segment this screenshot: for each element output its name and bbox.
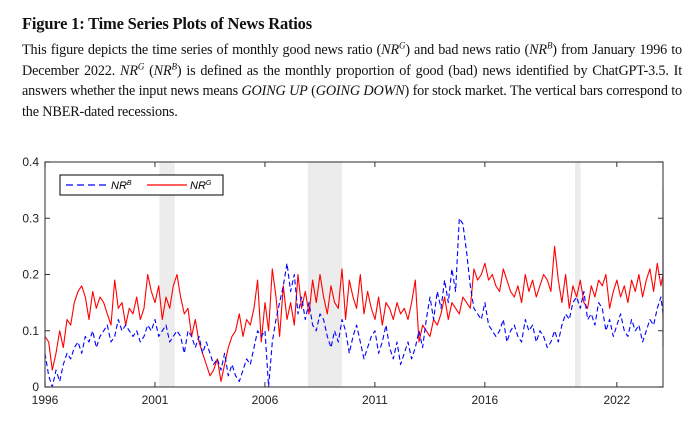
x-tick-label: 2016 [472,393,499,407]
nrg-symbol: NRG [381,40,406,58]
series-line-nrg [44,189,664,382]
x-tick-label: 2006 [252,393,279,407]
x-tick-label: 2011 [362,393,388,407]
y-tick-label: 0.4 [22,155,39,169]
axes: 1996 2001 2006 2011 2016 2022 0 0.1 0.2 0.3 0.4 [22,155,664,407]
news-ratio-chart: 1996 2001 2006 2011 2016 2022 0 0.1 0.2 0.3 0.4 NR… [22,155,664,407]
recession-bar-1 [159,162,175,387]
legend-label-nrg: NRG [190,180,212,192]
y-tick-label: 0 [32,380,39,394]
nrb-symbol: NRB [529,40,553,58]
legend-box [59,174,224,196]
nrg-symbol: NRG [120,60,145,79]
nrb-symbol: NRB [153,60,177,79]
figure-caption: Figure 1: Time Series Plots of News Rati… [22,14,682,122]
legend: NRB NRG [59,174,224,196]
recession-bar-2 [307,162,342,387]
recession-bars [159,162,581,387]
recession-bar-3 [575,162,581,387]
y-tick-label: 0.3 [22,211,39,225]
y-tick-label: 0.2 [22,268,39,282]
y-tick-label: 0.1 [22,324,39,338]
x-tick-label: 2022 [603,393,630,407]
figure-description: This figure depicts the time series of m… [22,40,683,120]
x-tick-label: 1996 [32,393,59,407]
x-tick-label: 2001 [142,393,169,407]
legend-label-nrb: NRB [111,180,132,192]
figure-title: Figure 1: Time Series Plots of News Rati… [22,14,312,33]
plot-frame [44,161,664,388]
going-up-term: GOING UP [241,83,308,99]
series-layer [44,189,664,388]
going-down-term: GOING DOWN [315,83,405,99]
